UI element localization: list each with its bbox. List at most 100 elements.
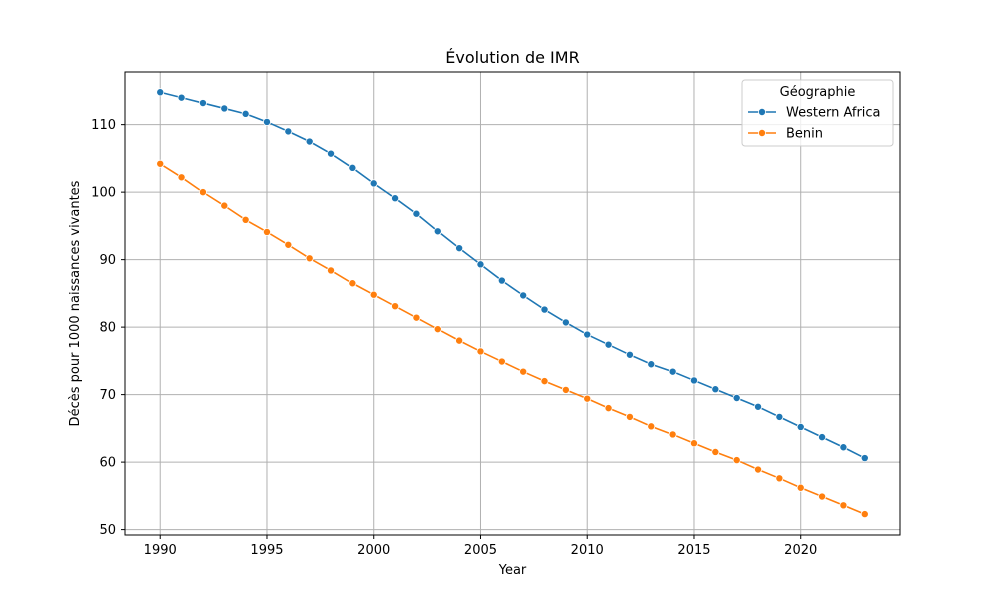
- data-point: [497, 357, 506, 366]
- y-tick-label: 80: [99, 321, 116, 336]
- data-point: [433, 325, 442, 334]
- legend-box: [741, 79, 894, 147]
- data-point: [476, 260, 485, 269]
- legend-item-western-africa: Western Africa: [748, 106, 881, 121]
- series-benin: [156, 159, 869, 519]
- data-point: [412, 313, 421, 322]
- data-point: [647, 422, 656, 431]
- x-tick-label: 2015: [677, 543, 710, 558]
- data-point: [156, 88, 165, 97]
- data-point: [305, 254, 314, 263]
- data-point: [369, 290, 378, 299]
- data-point: [818, 433, 827, 442]
- series-line-western-africa: [160, 91, 866, 459]
- legend: Géographie Western Africa Benin: [741, 79, 894, 147]
- data-point: [455, 336, 464, 345]
- data-point: [391, 302, 400, 311]
- x-axis-label: Year: [498, 563, 527, 578]
- data-point: [583, 330, 592, 339]
- data-point: [455, 244, 464, 253]
- data-point: [305, 137, 314, 146]
- data-point: [796, 423, 805, 432]
- data-point: [433, 227, 442, 236]
- data-point: [711, 447, 720, 456]
- data-point: [198, 99, 207, 108]
- data-point: [732, 456, 741, 465]
- y-axis-label: Décès pour 1000 naissances vivantes: [68, 180, 83, 426]
- data-point: [327, 149, 336, 158]
- data-point: [711, 385, 720, 394]
- data-point: [156, 159, 165, 168]
- data-point: [284, 127, 293, 136]
- data-point: [796, 483, 805, 492]
- y-tick-label: 60: [99, 456, 116, 471]
- series-western-africa: [156, 88, 869, 463]
- legend-label: Benin: [786, 127, 823, 142]
- x-tick-label: 1995: [250, 543, 283, 558]
- y-tick-label: 50: [99, 523, 116, 538]
- data-point: [369, 179, 378, 188]
- data-point: [284, 240, 293, 249]
- y-tick-label: 100: [91, 186, 116, 201]
- legend-item-benin: Benin: [748, 127, 823, 142]
- legend-marker: [758, 128, 767, 137]
- data-point: [583, 394, 592, 403]
- data-point: [220, 104, 229, 113]
- y-tick-label: 110: [91, 118, 116, 133]
- data-point: [625, 350, 634, 359]
- y-tick-label: 70: [99, 388, 116, 403]
- data-point: [668, 430, 677, 439]
- grid: [125, 72, 900, 535]
- chart-title: Évolution de IMR: [445, 48, 579, 67]
- data-point: [754, 465, 763, 474]
- data-point: [348, 279, 357, 288]
- data-point: [839, 501, 848, 510]
- data-point: [327, 266, 336, 275]
- data-point: [220, 201, 229, 210]
- data-point: [497, 276, 506, 285]
- data-point: [604, 404, 613, 413]
- x-tick-label: 2010: [571, 543, 604, 558]
- x-tick-label: 1990: [144, 543, 177, 558]
- data-point: [262, 117, 271, 126]
- data-point: [775, 412, 784, 421]
- plot-area-frame: [124, 71, 901, 536]
- data-point: [241, 109, 250, 118]
- legend-title: Géographie: [780, 85, 856, 100]
- data-point: [412, 209, 421, 218]
- legend-items: Western Africa Benin: [748, 106, 881, 142]
- ticks: 1990 1995 2000 2005 2010 2015 2020 50 60 70 80 90 10…: [91, 118, 817, 558]
- data-point: [540, 305, 549, 314]
- x-tick-label: 2005: [464, 543, 497, 558]
- data-point: [262, 227, 271, 236]
- data-point: [668, 367, 677, 376]
- series-layer: [156, 88, 869, 519]
- data-point: [561, 318, 570, 327]
- data-point: [561, 385, 570, 394]
- data-point: [647, 360, 656, 369]
- data-point: [391, 194, 400, 203]
- data-point: [198, 188, 207, 197]
- legend-marker: [758, 108, 767, 117]
- data-point: [241, 215, 250, 224]
- data-point: [732, 393, 741, 402]
- data-point: [177, 93, 186, 102]
- data-point: [177, 173, 186, 182]
- data-point: [689, 376, 698, 385]
- data-point: [519, 291, 528, 300]
- data-point: [604, 340, 613, 349]
- data-point: [689, 439, 698, 448]
- x-tick-label: 2000: [357, 543, 390, 558]
- data-point: [519, 367, 528, 376]
- data-point: [839, 443, 848, 452]
- y-tick-label: 90: [99, 253, 116, 268]
- data-point: [625, 412, 634, 421]
- data-point: [775, 474, 784, 483]
- x-tick-label: 2020: [784, 543, 817, 558]
- series-line-benin: [159, 163, 866, 515]
- data-point: [818, 492, 827, 501]
- data-point: [348, 163, 357, 172]
- data-point: [476, 347, 485, 356]
- data-point: [754, 402, 763, 411]
